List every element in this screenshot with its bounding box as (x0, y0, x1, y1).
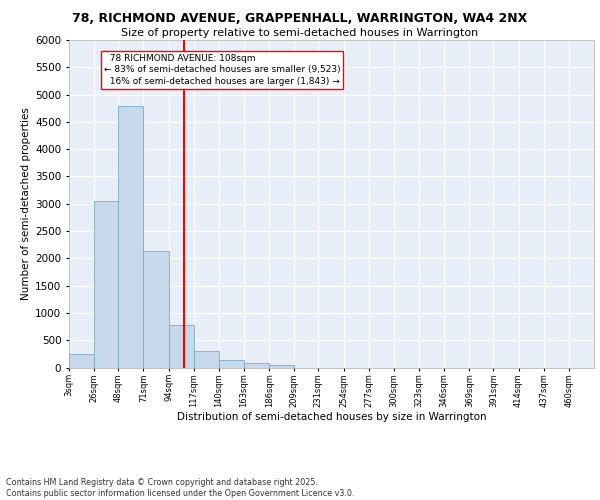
Bar (143, 251, 169, 368)
Text: Contains HM Land Registry data © Crown copyright and database right 2025.
Contai: Contains HM Land Registry data © Crown c… (6, 478, 355, 498)
Bar (194, 351, 219, 368)
Bar (269, 365, 295, 368)
Bar (219, 360, 244, 368)
Text: 78, RICHMOND AVENUE, GRAPPENHALL, WARRINGTON, WA4 2NX: 78, RICHMOND AVENUE, GRAPPENHALL, WARRIN… (73, 12, 527, 26)
X-axis label: Distribution of semi-detached houses by size in Warrington: Distribution of semi-detached houses by … (176, 412, 487, 422)
Bar (94, 201, 119, 368)
Bar (244, 364, 269, 368)
Text: 78 RICHMOND AVENUE: 108sqm
← 83% of semi-detached houses are smaller (9,523)
  1: 78 RICHMOND AVENUE: 108sqm ← 83% of semi… (104, 54, 341, 86)
Bar (69, 354, 94, 368)
Y-axis label: Number of semi-detached properties: Number of semi-detached properties (21, 108, 31, 300)
Bar (118, 106, 143, 368)
Bar (169, 326, 194, 368)
Text: Size of property relative to semi-detached houses in Warrington: Size of property relative to semi-detach… (121, 28, 479, 38)
